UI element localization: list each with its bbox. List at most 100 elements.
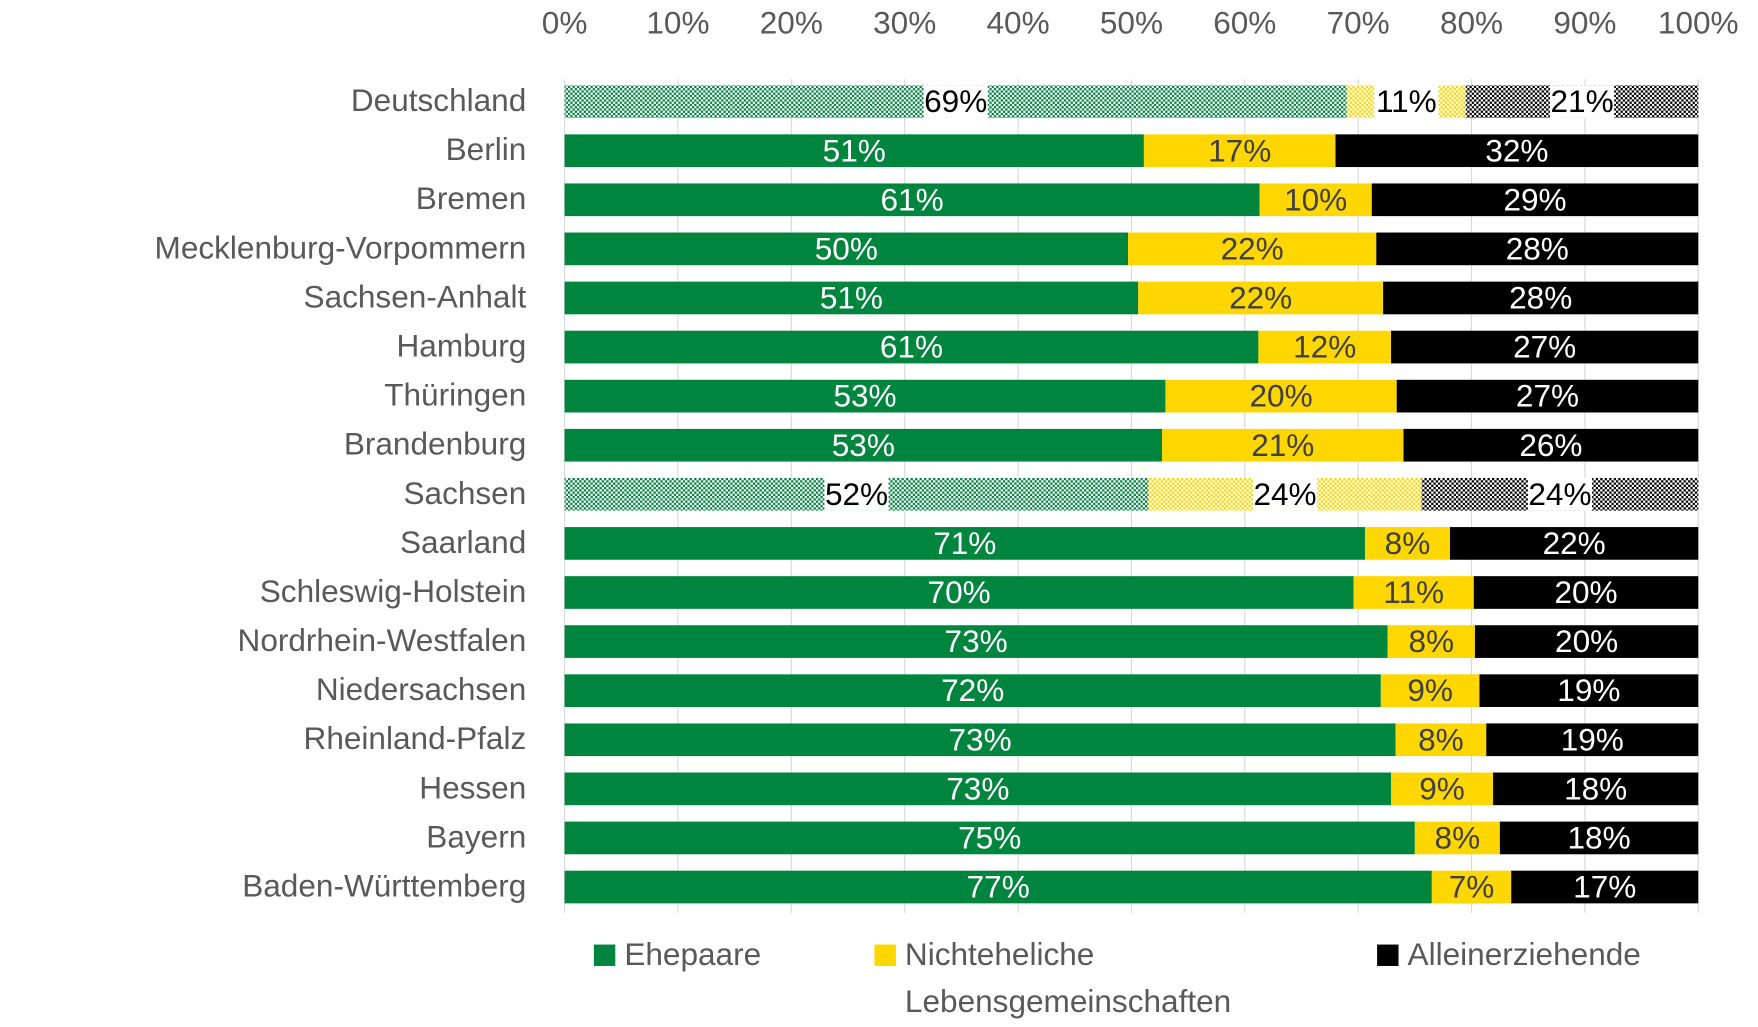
bar-segment [564, 379, 1166, 413]
x-tick-label: 50% [1100, 4, 1163, 40]
bar-segment [1396, 379, 1699, 413]
bar-segment [564, 674, 1381, 708]
bar-segment [1499, 821, 1699, 855]
bar-segment [1138, 281, 1384, 315]
value-label: 77% [967, 869, 1030, 905]
bar-segment [1259, 183, 1372, 217]
category-label: Deutschland [351, 82, 526, 118]
value-label: 27% [1513, 329, 1576, 365]
bar-segment [1473, 576, 1699, 609]
legend-label: Ehepaare [624, 936, 762, 972]
value-label: 70% [928, 574, 991, 610]
legend-swatch [1377, 944, 1399, 966]
label-background [923, 85, 988, 118]
value-label: 19% [1557, 672, 1620, 708]
bar-segment [1493, 772, 1699, 806]
value-label: 20% [1250, 378, 1313, 414]
bar-segment [564, 821, 1415, 855]
bar-segment [1391, 330, 1699, 364]
value-label: 51% [823, 132, 886, 168]
bar-segment [1414, 821, 1500, 855]
value-label: 26% [1519, 427, 1582, 463]
bar-segment [1449, 527, 1699, 560]
x-tick-label: 90% [1553, 4, 1616, 40]
bar-segment [1486, 723, 1699, 757]
legend-swatch [593, 944, 616, 966]
value-label: 20% [1555, 623, 1618, 659]
bar-segment [1162, 428, 1404, 462]
value-label: 75% [958, 820, 1021, 856]
bar-segment [1335, 134, 1699, 168]
value-label: 32% [1485, 132, 1548, 168]
value-label: 21% [1251, 427, 1314, 463]
bar-segment [1258, 330, 1392, 364]
category-label: Hessen [419, 769, 526, 805]
bar-segment [1474, 625, 1699, 658]
value-label: 12% [1293, 329, 1356, 365]
category-label: Sachsen [403, 475, 526, 511]
label-background [1252, 477, 1318, 511]
category-label: Baden-Württemberg [242, 867, 526, 903]
category-label: Niedersachsen [316, 671, 526, 707]
bar-segment [1431, 870, 1512, 904]
bar-segment [564, 134, 1144, 168]
value-label: 28% [1506, 230, 1569, 266]
value-label: 72% [941, 672, 1004, 708]
label-background [1549, 85, 1615, 118]
value-label: 61% [880, 329, 943, 365]
bar-segment [1479, 674, 1699, 708]
value-label: 24% [1253, 476, 1316, 512]
bar-segment [564, 183, 1260, 217]
bar-segment [564, 576, 1354, 609]
bar-segment [1165, 379, 1397, 413]
value-label: 50% [815, 230, 878, 266]
value-label: 28% [1509, 280, 1572, 316]
value-label: 73% [946, 770, 1009, 806]
bar-segment [1128, 232, 1377, 266]
category-label: Sachsen-Anhalt [304, 278, 527, 314]
value-label: 69% [924, 83, 987, 119]
value-label: 53% [833, 378, 896, 414]
bar-segment [1353, 576, 1474, 609]
bar-segment [564, 527, 1365, 560]
category-label: Hamburg [397, 328, 527, 364]
value-label: 18% [1564, 770, 1627, 806]
x-tick-label: 20% [760, 4, 823, 40]
category-label: Schleswig-Holstein [260, 573, 527, 609]
bar-segment [564, 625, 1388, 658]
value-label: 8% [1435, 820, 1481, 856]
bar-segment [564, 772, 1392, 806]
bar-segment [564, 870, 1432, 904]
label-background [1527, 477, 1593, 511]
legend-entry: Alleinerziehende [1407, 936, 1641, 972]
bar-segment [1143, 134, 1336, 168]
legend-entry: Ehepaare [624, 936, 762, 972]
value-label: 11% [1376, 83, 1437, 119]
bar-segment [1511, 870, 1699, 904]
value-label: 19% [1561, 721, 1624, 757]
legend-label: Alleinerziehende [1407, 936, 1641, 972]
bar-segment [1380, 674, 1480, 708]
value-label: 17% [1208, 132, 1271, 168]
value-label: 53% [832, 427, 895, 463]
value-label: 24% [1528, 476, 1591, 512]
category-label: Berlin [446, 131, 527, 167]
label-background [1374, 85, 1439, 118]
category-label: Bremen [416, 180, 526, 216]
value-label: 8% [1418, 721, 1464, 757]
category-label: Nordrhein-Westfalen [238, 622, 527, 658]
value-label: 22% [1229, 280, 1292, 316]
bar-segment [1376, 232, 1699, 266]
x-tick-label: 30% [873, 4, 936, 40]
x-tick-label: 60% [1213, 4, 1276, 40]
x-tick-label: 70% [1327, 4, 1390, 40]
bar-segment [564, 723, 1396, 757]
legend-entry: Nichteheliche Lebensgemeinschaften [905, 937, 1231, 1019]
bar-segment [1387, 625, 1475, 658]
category-label: Bayern [426, 818, 526, 854]
x-tick-label: 100% [1658, 4, 1739, 40]
bar-segment [1364, 527, 1450, 560]
x-tick-label: 80% [1440, 4, 1503, 40]
value-label: 8% [1408, 623, 1454, 659]
